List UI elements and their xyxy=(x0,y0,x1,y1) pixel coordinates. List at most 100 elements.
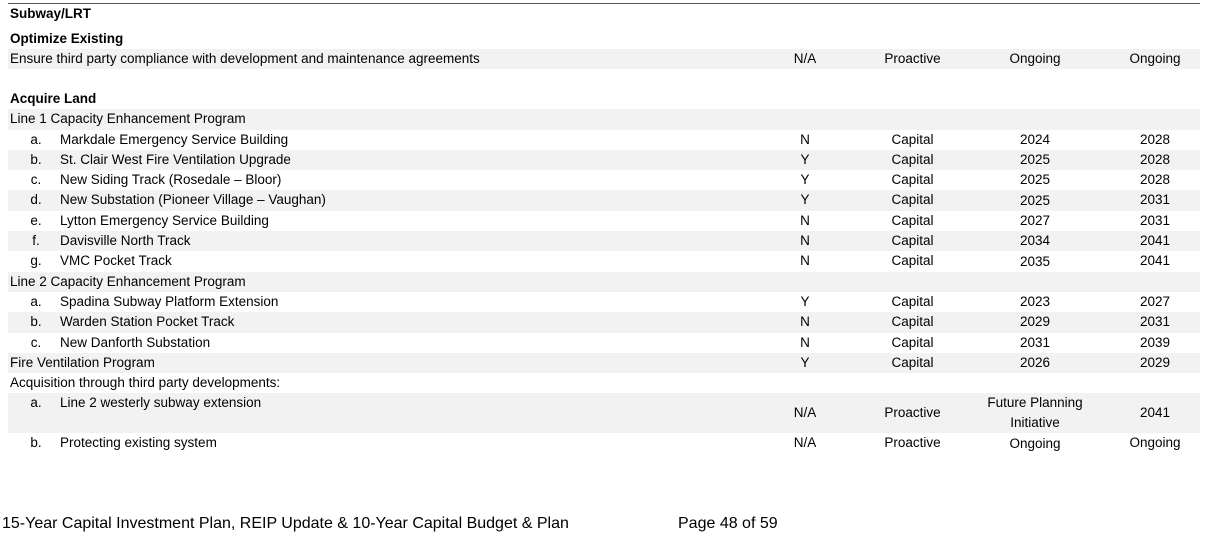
spacer xyxy=(8,69,1200,89)
table-cell: Y xyxy=(800,151,810,167)
table-row: d. New Substation (Pioneer Village – Vaug… xyxy=(8,190,1200,211)
table-row: f. Davisville North Track N Capital 2034 2041 xyxy=(8,231,1200,252)
table-row: g. VMC Pocket Track N Capital 2035 2041 xyxy=(8,251,1200,271)
item-letter: b. xyxy=(30,151,42,167)
table-cell: N/A xyxy=(793,405,817,421)
item-label: Davisville North Track xyxy=(60,233,191,249)
table-cell: 2028 xyxy=(1139,131,1171,147)
table-cell: N/A xyxy=(793,51,817,66)
table-row: Line 1 Capacity Enhancement Program xyxy=(8,109,1200,130)
table-cell: Ongoing xyxy=(1009,51,1061,67)
item-letter: g. xyxy=(30,253,42,269)
table-row: Ensure third party compliance with devel… xyxy=(8,49,1200,70)
group-label: Line 2 Capacity Enhancement Program xyxy=(10,273,246,289)
table-cell: Capital xyxy=(891,151,934,167)
group-label: Line 1 Capacity Enhancement Program xyxy=(10,111,246,127)
table-cell: Capital xyxy=(891,253,934,269)
table-cell: 2023 xyxy=(1019,294,1051,310)
group-label: Acquisition through third party developm… xyxy=(10,375,281,391)
table-row: b. Protecting existing system N/A Proactive… xyxy=(8,433,1200,453)
table-cell: Ongoing xyxy=(1129,435,1181,451)
table-cell: Capital xyxy=(891,293,934,309)
item-letter: b. xyxy=(30,435,42,451)
table-cell: Y xyxy=(800,192,810,208)
table-row: Acquisition through third party developm… xyxy=(8,373,1200,393)
group-label: Ensure third party compliance with devel… xyxy=(10,51,480,66)
table-row: c. New Danforth Substation N Capital 2031 203… xyxy=(8,333,1200,353)
table-row: Fire Ventilation Program Y Capital 2026 2029 xyxy=(8,352,1200,374)
table-cell: N xyxy=(800,314,810,330)
table-cell: 2041 xyxy=(1139,405,1171,421)
table-cell: 2029 xyxy=(1139,354,1171,370)
item-letter: a. xyxy=(30,395,42,411)
item-letter: e. xyxy=(30,212,42,228)
table-cell: 2029 xyxy=(1019,314,1051,330)
table-row: a. Line 2 westerly subway extension N/A Pro… xyxy=(8,393,1200,434)
table-cell: Proactive xyxy=(884,405,941,421)
section-heading: Optimize Existing xyxy=(10,31,124,46)
table-cell: 2025 xyxy=(1019,192,1051,208)
table-cell: N xyxy=(800,253,810,269)
table-cell: 2034 xyxy=(1019,233,1051,249)
table-cell: Capital xyxy=(891,192,934,208)
item-letter: d. xyxy=(30,192,42,208)
item-label: Markdale Emergency Service Building xyxy=(60,131,289,147)
item-letter: b. xyxy=(30,314,42,330)
item-label: VMC Pocket Track xyxy=(60,253,172,269)
table-row: c. New Siding Track (Rosedale – Bloor) Y Ca… xyxy=(8,170,1200,190)
table-cell: 2031 xyxy=(1139,212,1171,228)
table-row: b. St. Clair West Fire Ventilation Upgrad… xyxy=(8,149,1200,171)
table-cell: 2039 xyxy=(1139,334,1171,350)
table-cell: 2031 xyxy=(1019,334,1051,350)
item-letter: c. xyxy=(30,172,42,188)
table-cell: N xyxy=(800,131,810,147)
item-label: Spadina Subway Platform Extension xyxy=(60,293,279,309)
table-cell: N xyxy=(800,212,810,228)
group-label: Fire Ventilation Program xyxy=(10,354,155,370)
table-cell: Capital xyxy=(891,172,934,188)
table-cell: 2026 xyxy=(1019,355,1051,370)
table-cell: Y xyxy=(800,293,810,309)
table-cell: 2025 xyxy=(1019,152,1051,168)
table-cell: Capital xyxy=(891,233,934,249)
item-letter: a. xyxy=(30,293,42,309)
table-row: Line 2 Capacity Enhancement Program xyxy=(8,271,1200,292)
table-cell: 2028 xyxy=(1139,151,1171,167)
table-cell: Capital xyxy=(891,334,934,350)
table-cell: Capital xyxy=(891,131,934,147)
table-cell: N xyxy=(800,334,810,350)
footer-document: 15-Year Capital Investment Plan, REIP Up… xyxy=(2,515,569,532)
table-cell: 2041 xyxy=(1139,253,1171,269)
item-label: New Danforth Substation xyxy=(60,334,211,350)
table-cell: 2027 xyxy=(1139,293,1171,309)
table-cell: Proactive xyxy=(884,51,941,66)
item-label: Line 2 westerly subway extension xyxy=(60,395,262,411)
table-cell: Ongoing xyxy=(1009,435,1061,451)
item-label: Warden Station Pocket Track xyxy=(60,314,235,330)
table-cell: 2025 xyxy=(1019,172,1051,188)
table-cell: Proactive xyxy=(884,435,941,451)
document-table: Subway/LRT Optimize Existing Ensure third… xyxy=(8,3,1200,454)
table-cell: Capital xyxy=(891,212,934,228)
table-row: e. Lytton Emergency Service Building N Capi… xyxy=(8,211,1200,231)
table-cell: N xyxy=(800,233,810,249)
item-label: New Substation (Pioneer Village – Vaugha… xyxy=(60,192,326,208)
table-cell: Capital xyxy=(891,354,934,370)
item-label: Lytton Emergency Service Building xyxy=(60,212,269,228)
table-row: a. Markdale Emergency Service Building N Ca… xyxy=(8,130,1200,150)
table-cell: 2031 xyxy=(1139,192,1171,208)
section-heading: Acquire Land xyxy=(10,91,97,107)
table-cell: Future Planning Initiative xyxy=(987,395,1083,431)
table-cell: Y xyxy=(800,172,810,188)
item-label: St. Clair West Fire Ventilation Upgrade xyxy=(60,151,291,167)
table-cell: 2035 xyxy=(1019,253,1051,269)
item-letter: f. xyxy=(32,233,40,249)
footer-page: Page 48 of 59 xyxy=(678,515,778,532)
table-row: a. Spadina Subway Platform Extension Y Capi… xyxy=(8,292,1200,312)
item-letter: c. xyxy=(30,334,42,350)
table-cell: Y xyxy=(800,354,810,370)
item-letter: a. xyxy=(30,131,42,147)
table-cell: Ongoing xyxy=(1129,51,1181,66)
table-cell: 2031 xyxy=(1139,314,1171,330)
